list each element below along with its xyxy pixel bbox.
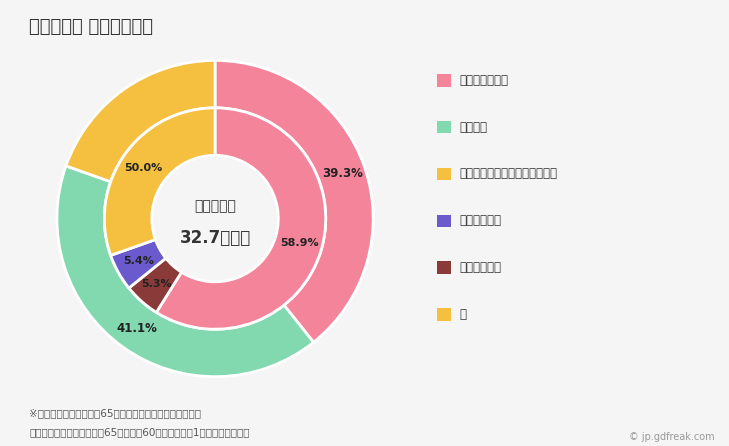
Wedge shape — [104, 108, 215, 256]
Text: 二人以上の世帯: 二人以上の世帯 — [459, 74, 508, 87]
Text: 単身世帯: 単身世帯 — [459, 120, 487, 134]
Text: 5.4%: 5.4% — [123, 256, 154, 266]
Text: © jp.gdfreak.com: © jp.gdfreak.com — [629, 432, 714, 442]
Text: 5.3%: 5.3% — [141, 279, 172, 289]
Wedge shape — [156, 108, 326, 329]
Text: 高齢夫婦世帯: 高齢夫婦世帯 — [459, 261, 502, 274]
Text: 高齢単身世帯: 高齢単身世帯 — [459, 214, 502, 227]
Text: 「高齢夫婦世帯」とは夫65歳以上妻60歳以上の夫婦1組のみの一般世帯: 「高齢夫婦世帯」とは夫65歳以上妻60歳以上の夫婦1組のみの一般世帯 — [29, 427, 249, 437]
Text: 高齢単身・高齢夫婦以外の世帯: 高齢単身・高齢夫婦以外の世帯 — [459, 167, 557, 181]
Text: ※「高齢単身世帯」とは65歳以上の人一人のみの一般世帯: ※「高齢単身世帯」とは65歳以上の人一人のみの一般世帯 — [29, 408, 201, 418]
Text: ２０２０年 岡山市の世帯: ２０２０年 岡山市の世帯 — [29, 18, 153, 36]
Text: 58.9%: 58.9% — [280, 238, 319, 248]
Text: 39.3%: 39.3% — [322, 167, 363, 181]
Text: 一般世帯数: 一般世帯数 — [194, 199, 236, 213]
Text: 41.1%: 41.1% — [116, 322, 157, 335]
Text: 計: 計 — [459, 308, 467, 321]
Wedge shape — [66, 60, 215, 182]
Text: 32.7万世帯: 32.7万世帯 — [179, 228, 251, 247]
Wedge shape — [215, 60, 373, 342]
Wedge shape — [129, 258, 182, 312]
Text: 50.0%: 50.0% — [124, 163, 163, 173]
Wedge shape — [111, 240, 165, 288]
Wedge shape — [57, 166, 313, 377]
